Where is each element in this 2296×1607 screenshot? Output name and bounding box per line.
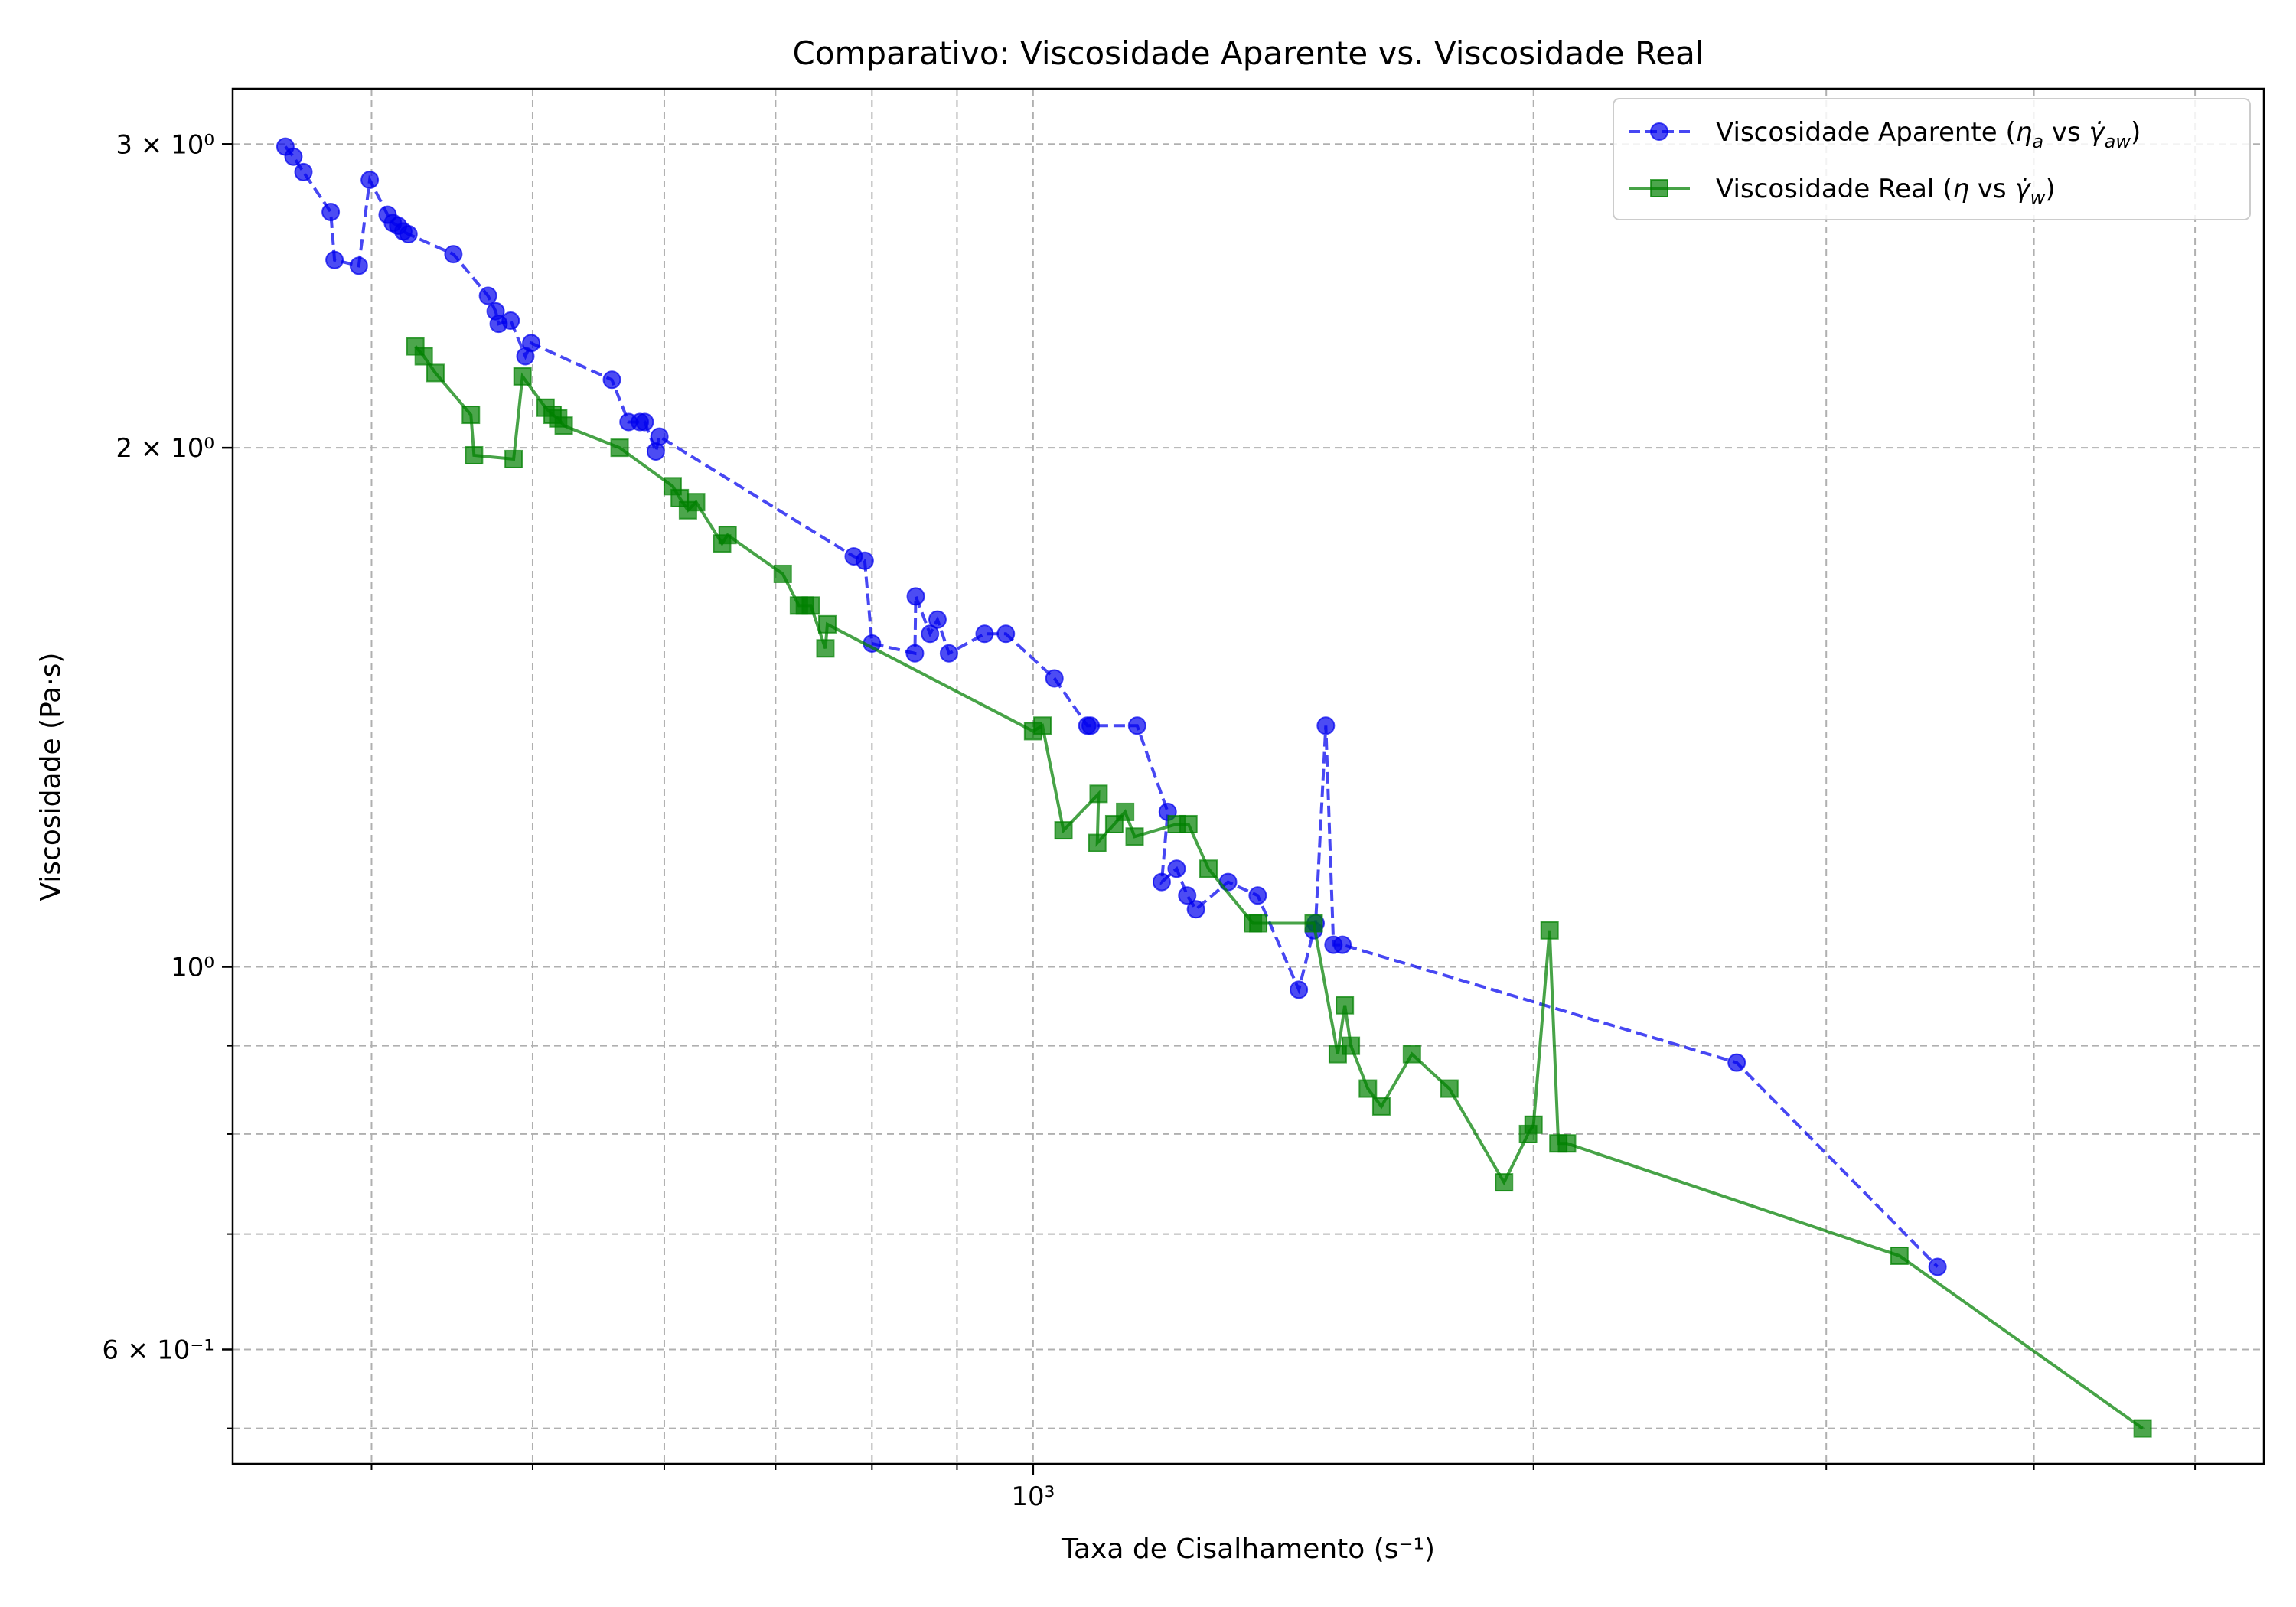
data-point (610, 438, 629, 458)
data-point (687, 493, 706, 512)
data-point (522, 334, 541, 353)
y-tick-label: 2 × 10⁰ (116, 433, 214, 464)
legend: Viscosidade Aparente (ηa vs γ̇aw) Viscos… (1613, 98, 2251, 220)
legend-marker-real (1650, 179, 1668, 197)
data-point (906, 587, 925, 606)
data-point (504, 449, 523, 468)
data-point (773, 564, 792, 583)
data-point (1186, 900, 1205, 919)
data-point (1336, 996, 1355, 1015)
y-tick-label: 3 × 10⁰ (116, 129, 214, 160)
data-point (478, 286, 497, 305)
data-point (414, 347, 433, 366)
data-point (1248, 886, 1267, 905)
data-point (1402, 1045, 1421, 1064)
data-point (1199, 859, 1218, 878)
data-point (928, 610, 947, 629)
data-point (1178, 886, 1197, 905)
data-point (501, 311, 520, 331)
data-point (1371, 1097, 1391, 1116)
data-point (718, 526, 737, 545)
data-point (294, 162, 313, 181)
data-point (1054, 821, 1073, 840)
y-tick-label: 6 × 10⁻¹ (102, 1335, 214, 1365)
data-point (1342, 1036, 1361, 1055)
data-point (1033, 716, 1052, 735)
data-point (444, 245, 463, 264)
data-point (817, 614, 837, 634)
data-point (921, 624, 940, 644)
data-point (284, 147, 303, 166)
data-point (1088, 833, 1107, 852)
plot-series (276, 137, 2152, 1438)
data-point (1152, 872, 1171, 892)
data-point (1495, 1173, 1514, 1192)
axis-ticks: 10³ 6 × 10⁻¹ 10⁰ 2 × 10⁰ 3 × 10⁰ (102, 129, 2197, 1512)
x-tick-label: 10³ (1011, 1482, 1055, 1512)
data-point (801, 596, 820, 615)
data-point (554, 416, 573, 435)
data-point (635, 412, 654, 432)
data-point (650, 427, 669, 446)
data-point (1524, 1115, 1543, 1134)
data-point (905, 644, 925, 663)
data-point (1890, 1246, 1909, 1265)
data-point (1358, 1079, 1378, 1098)
data-point (1440, 1079, 1459, 1098)
data-point (1045, 669, 1064, 688)
data-point (1127, 716, 1146, 735)
data-point (1290, 980, 1309, 999)
legend-box (1613, 98, 2251, 220)
grid (233, 89, 2264, 1464)
data-point (816, 639, 835, 658)
chart-title: Comparativo: Viscosidade Aparente vs. Vi… (793, 34, 1704, 72)
data-point (1540, 921, 1559, 940)
data-point (1249, 914, 1268, 933)
data-point (465, 445, 484, 464)
data-point (602, 370, 621, 390)
plot-frame (231, 87, 2265, 1465)
data-point (855, 551, 874, 570)
data-point (1333, 935, 1352, 954)
data-point (321, 203, 341, 222)
data-point (1089, 784, 1108, 804)
data-point (349, 256, 368, 275)
data-point (646, 442, 665, 461)
data-point (513, 367, 532, 386)
data-point (2133, 1419, 2152, 1438)
data-point (1081, 716, 1101, 735)
data-point (1316, 716, 1336, 735)
data-point (426, 363, 445, 383)
data-point (1116, 802, 1135, 821)
data-point (1179, 814, 1198, 833)
data-point (1304, 914, 1323, 933)
legend-label-apparent: Viscosidade Aparente (ηa vs γ̇aw) (1716, 117, 2141, 152)
data-point (399, 225, 418, 244)
data-point (1727, 1053, 1746, 1072)
data-point (1167, 859, 1186, 878)
data-point (1557, 1134, 1577, 1153)
data-point (975, 624, 994, 644)
y-tick-label: 10⁰ (171, 953, 214, 983)
data-point (939, 644, 958, 663)
data-point (360, 171, 380, 190)
data-point (325, 250, 344, 269)
data-point (461, 406, 481, 425)
y-axis-label: Viscosidade (Pa·s) (35, 653, 67, 901)
data-point (996, 624, 1016, 644)
data-point (1928, 1257, 1947, 1276)
x-axis-label: Taxa de Cisalhamento (s⁻¹) (1061, 1534, 1435, 1565)
legend-marker-apparent (1650, 122, 1668, 141)
legend-label-real: Viscosidade Real (η vs γ̇w) (1716, 174, 2055, 209)
data-point (1125, 827, 1144, 846)
